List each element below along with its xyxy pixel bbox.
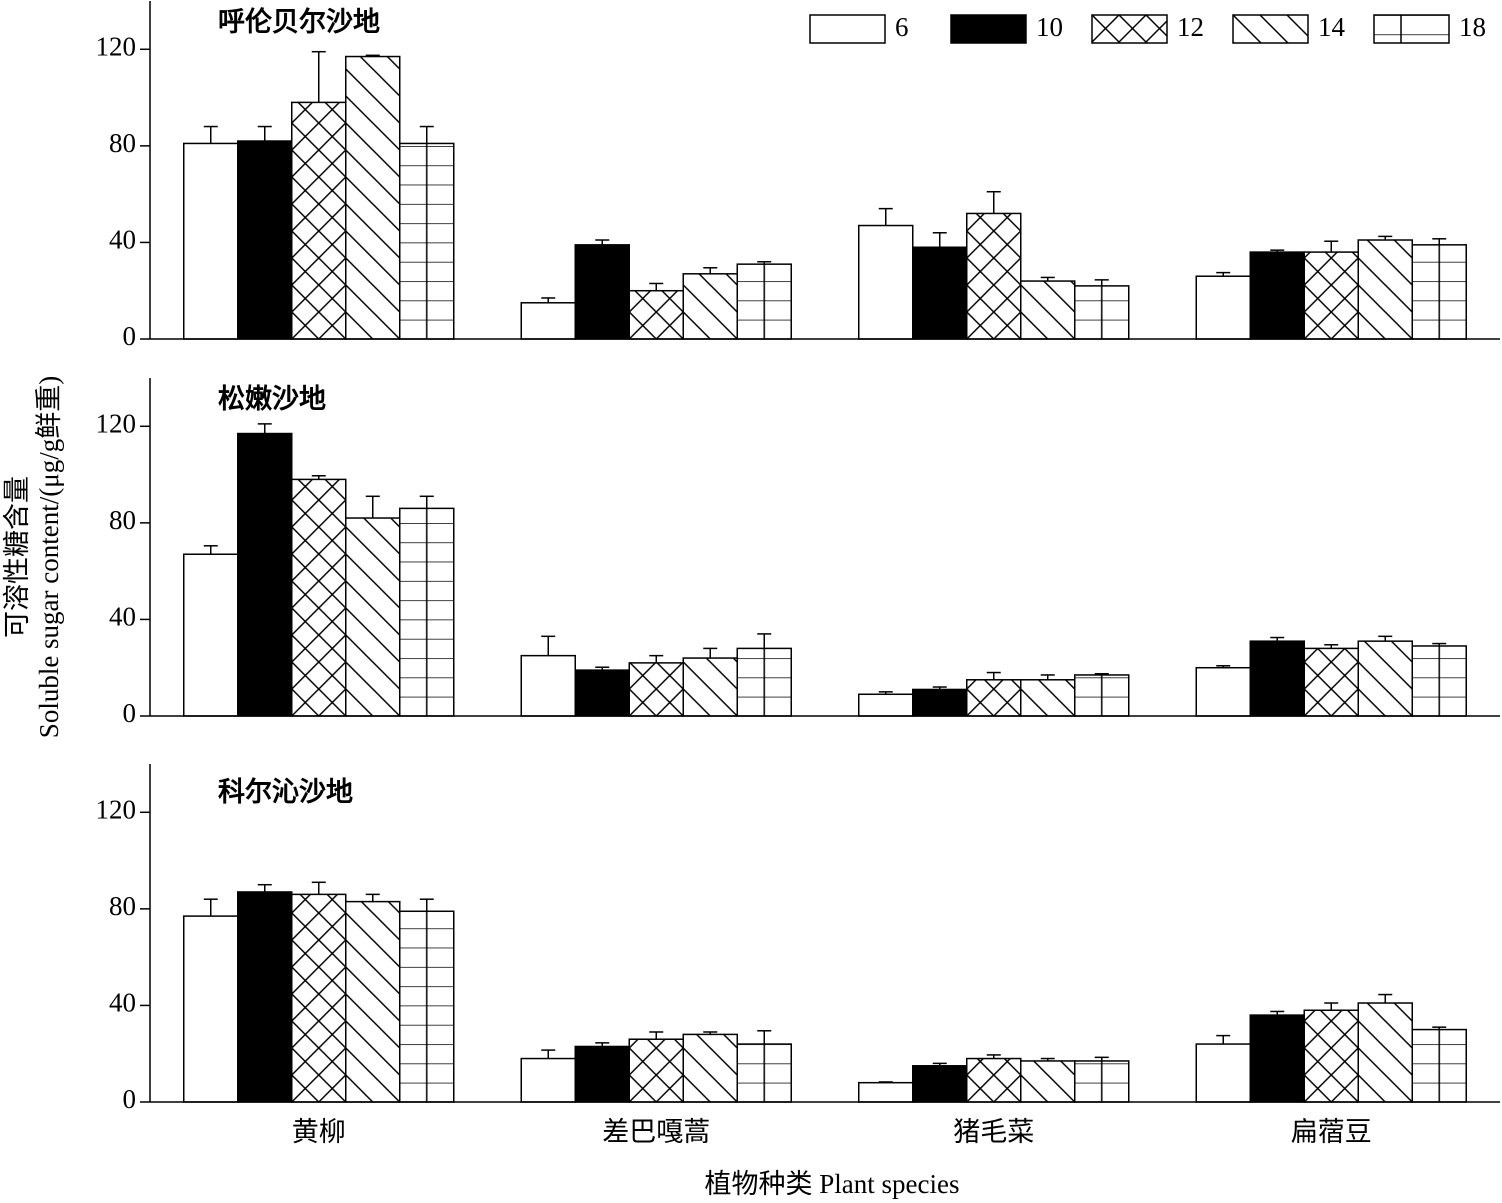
bar	[1249, 251, 1305, 340]
bar	[183, 142, 239, 340]
legend-swatch	[809, 14, 886, 44]
y-tick-label: 80	[109, 505, 136, 535]
bar	[1074, 674, 1130, 717]
y-tick-label: 0	[123, 321, 137, 351]
bar	[291, 893, 347, 1103]
bar	[1020, 280, 1076, 340]
bar	[291, 101, 347, 340]
bar	[912, 246, 968, 340]
legend-label: 18	[1459, 12, 1486, 42]
bar	[237, 432, 293, 717]
x-tick-label: 黄柳	[292, 1117, 346, 1147]
panel-title: 松嫩沙地	[218, 383, 326, 414]
bar	[628, 662, 684, 717]
x-tick-label: 猪毛菜	[953, 1117, 1034, 1147]
y-tick-label: 80	[109, 891, 136, 921]
x-tick-label: 扁蓿豆	[1291, 1117, 1372, 1147]
bar	[574, 1045, 630, 1103]
bar	[966, 212, 1022, 340]
bar	[1074, 285, 1130, 340]
y-tick-label: 120	[96, 31, 137, 61]
bar	[399, 507, 455, 717]
bar	[1357, 239, 1413, 340]
bar	[628, 1038, 684, 1103]
bar	[345, 900, 401, 1103]
y-axis-label-en: Soluble sugar content/(μg/g鲜重)	[34, 376, 64, 738]
bar	[628, 289, 684, 340]
bar	[858, 1081, 914, 1103]
y-tick-label: 0	[123, 698, 137, 728]
legend-label: 10	[1036, 12, 1063, 42]
y-tick-label: 40	[109, 225, 136, 255]
bar	[1303, 1009, 1359, 1103]
bar	[682, 657, 738, 717]
bar	[736, 263, 792, 340]
y-tick-label: 120	[96, 408, 137, 438]
bar	[1195, 275, 1251, 340]
bar	[966, 679, 1022, 717]
y-tick-label: 0	[123, 1084, 137, 1114]
y-tick-label: 120	[96, 794, 137, 824]
bar	[1303, 647, 1359, 717]
legend-swatch	[1091, 14, 1168, 44]
bar	[399, 142, 455, 340]
bar	[1195, 666, 1251, 717]
bar	[682, 273, 738, 340]
legend-label: 14	[1318, 12, 1346, 42]
y-tick-label: 40	[109, 602, 136, 632]
legend-label: 6	[895, 12, 909, 42]
bar	[858, 693, 914, 717]
legend-swatch	[1232, 14, 1309, 44]
bar	[1249, 640, 1305, 717]
bar	[574, 244, 630, 340]
legend-label: 12	[1177, 12, 1204, 42]
bar	[1020, 679, 1076, 717]
bar	[237, 891, 293, 1103]
bar	[520, 654, 576, 717]
bar	[966, 1057, 1022, 1103]
bar	[520, 302, 576, 340]
panel-title: 科尔沁沙地	[218, 777, 353, 807]
x-axis-label: 植物种类 Plant species	[705, 1169, 960, 1199]
bar	[574, 669, 630, 717]
bar	[682, 1033, 738, 1103]
y-axis-label: 可溶性糖含量	[2, 476, 32, 638]
bar	[1411, 244, 1467, 340]
bar	[345, 517, 401, 717]
bar	[1357, 1002, 1413, 1103]
y-tick-label: 40	[109, 988, 136, 1018]
bar	[520, 1057, 576, 1103]
bar	[1074, 1060, 1130, 1103]
bar	[1411, 1028, 1467, 1103]
bar	[237, 140, 293, 340]
y-tick-label: 80	[109, 128, 136, 158]
bar	[736, 1043, 792, 1103]
bar	[912, 688, 968, 717]
bar	[1411, 645, 1467, 717]
bar	[1357, 640, 1413, 717]
legend-swatch	[950, 14, 1027, 44]
bar	[736, 647, 792, 717]
bar	[858, 224, 914, 340]
bar	[399, 910, 455, 1103]
bar	[183, 915, 239, 1103]
bar	[1195, 1043, 1251, 1103]
bar	[291, 478, 347, 717]
bar	[345, 55, 401, 340]
bar	[1020, 1060, 1076, 1103]
panel-title: 呼伦贝尔沙地	[218, 6, 380, 37]
bar	[912, 1065, 968, 1103]
x-tick-label: 差巴嘎蒿	[602, 1117, 710, 1147]
bar	[183, 553, 239, 717]
bar	[1249, 1014, 1305, 1103]
legend-swatch	[1373, 14, 1450, 44]
bar	[1303, 251, 1359, 340]
